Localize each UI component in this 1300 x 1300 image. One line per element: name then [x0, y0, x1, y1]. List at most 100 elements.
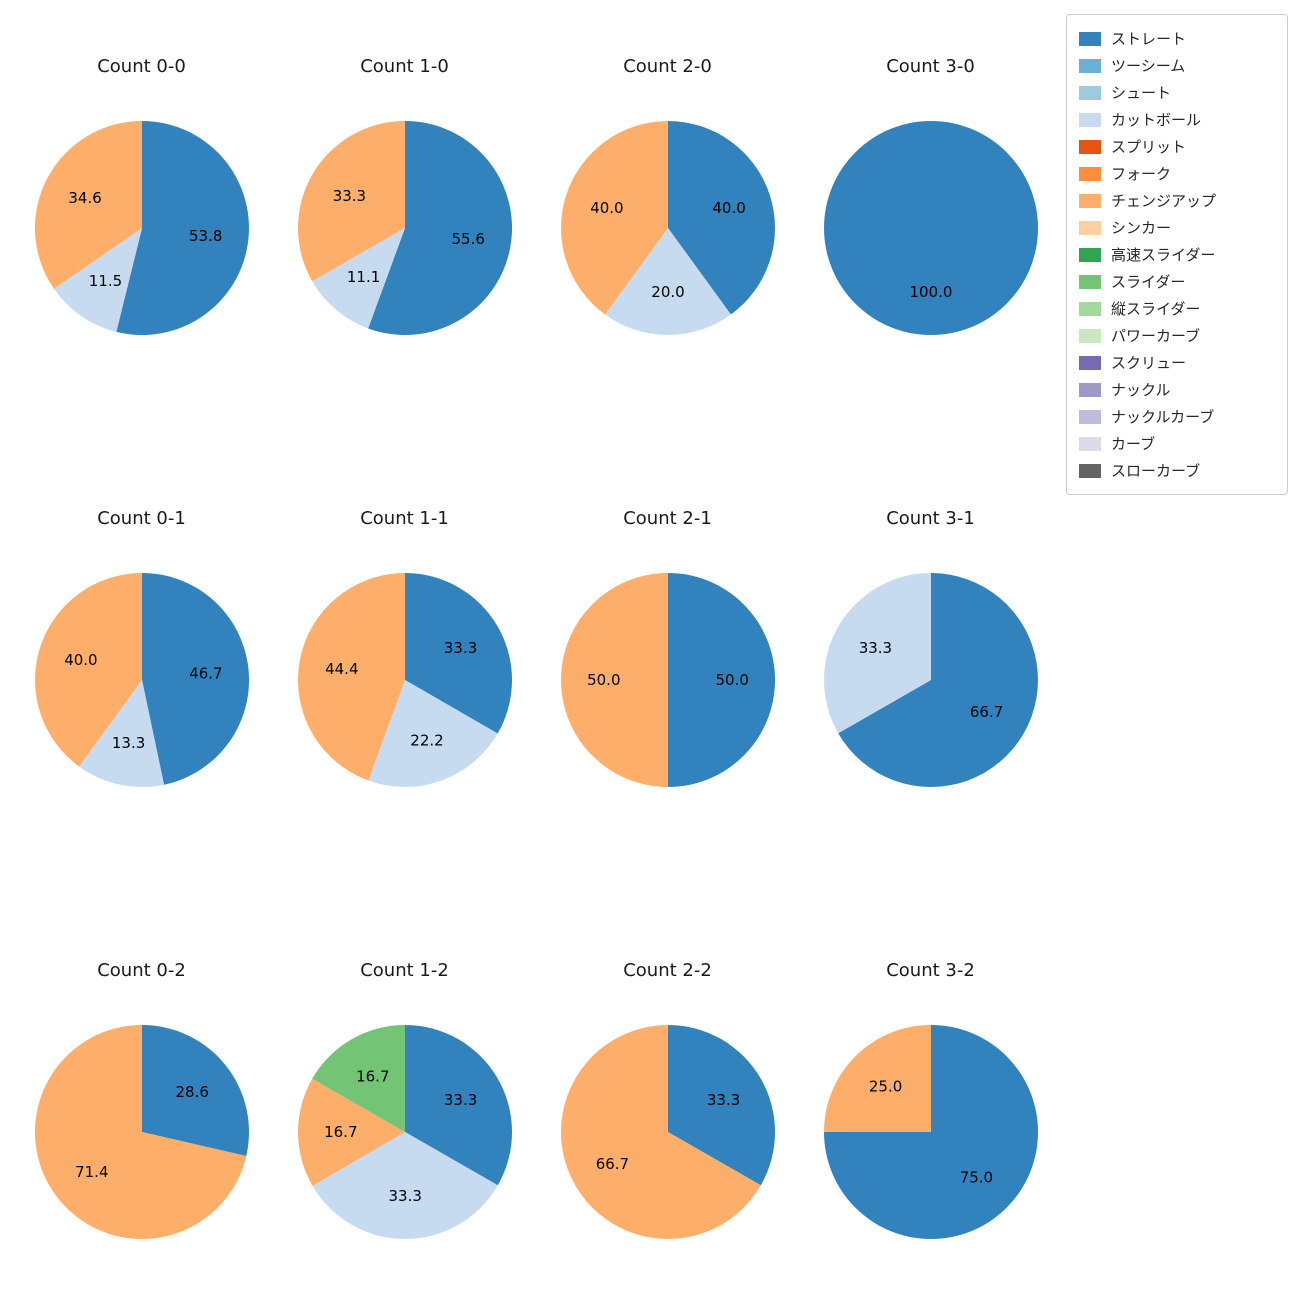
slice-percent-label: 13.3 [111, 734, 144, 752]
slice-percent-label: 53.8 [188, 227, 221, 245]
pie-slice [141, 1025, 249, 1156]
pie-slice [115, 121, 249, 335]
chart-title: Count 1-2 [360, 960, 449, 981]
chart-title: Count 0-0 [97, 56, 186, 77]
slice-percent-label: 22.2 [410, 731, 443, 749]
pie-chart-cell: Count 3-2 75.0 25.0 [799, 904, 1062, 1300]
pie-slice [367, 680, 498, 788]
slice-percent-label: 100.0 [909, 283, 952, 301]
legend-swatch-icon [1079, 58, 1101, 73]
legend-label: スプリット [1111, 138, 1187, 156]
chart-title: Count 3-1 [886, 508, 975, 529]
slice-percent-label: 40.0 [64, 651, 97, 669]
legend-label: シュート [1111, 84, 1172, 102]
legend-label: パワーカーブ [1111, 327, 1201, 345]
legend: ストレート ツーシーム シュート カットボール スプリット フォーク チェンジアップ シンカー… [1066, 14, 1288, 495]
legend-swatch-icon [1079, 247, 1101, 262]
pie-chart: 28.6 71.4 [34, 1025, 249, 1239]
legend-item: カットボール [1079, 106, 1275, 133]
chart-title: Count 0-2 [97, 960, 186, 981]
pie-chart-cell: Count 0-1 46.7 13.3 40.0 [10, 452, 273, 904]
pie-chart: 100.0 [823, 121, 1038, 335]
slice-percent-label: 11.1 [346, 268, 379, 286]
legend-swatch-icon [1079, 436, 1101, 451]
chart-title: Count 3-0 [886, 56, 975, 77]
pie-slice [560, 121, 668, 315]
pie-slice [823, 1025, 931, 1132]
pie-chart: 33.3 66.7 [560, 1025, 775, 1239]
chart-title: Count 2-2 [623, 960, 712, 981]
legend-swatch-icon [1079, 301, 1101, 316]
legend-swatch-icon [1079, 166, 1101, 181]
pie-slice [667, 573, 775, 787]
pie-slice [297, 1078, 405, 1186]
pie-chart: 40.0 20.0 40.0 [560, 121, 775, 335]
pie-chart-cell: Count 0-2 28.6 71.4 [10, 904, 273, 1300]
pie-chart-cell: Count 1-0 55.6 11.1 33.3 [273, 0, 536, 452]
chart-title: Count 2-0 [623, 56, 712, 77]
legend-item: 縦スライダー [1079, 295, 1275, 322]
legend-label: ナックル [1111, 381, 1171, 399]
pie-slice [837, 573, 1038, 787]
slice-percent-label: 66.7 [595, 1155, 628, 1173]
pie-slice [404, 1025, 512, 1186]
pie-slice [311, 228, 405, 329]
legend-swatch-icon [1079, 355, 1101, 370]
slice-percent-label: 50.0 [715, 671, 748, 689]
slice-percent-label: 33.3 [443, 1091, 476, 1109]
pie-slice [311, 1025, 405, 1132]
pie-chart-cell: Count 1-2 33.3 33.3 16.7 16.7 [273, 904, 536, 1300]
slice-percent-label: 34.6 [68, 189, 101, 207]
slice-percent-label: 44.4 [325, 660, 358, 678]
slice-percent-label: 75.0 [959, 1168, 992, 1186]
legend-swatch-icon [1079, 112, 1101, 127]
pie-slice [604, 228, 731, 335]
pie-chart: 46.7 13.3 40.0 [34, 573, 249, 788]
legend-label: 高速スライダー [1111, 246, 1216, 264]
legend-swatch-icon [1079, 139, 1101, 154]
legend-label: ナックルカーブ [1111, 408, 1215, 426]
pie-slice [404, 573, 512, 734]
legend-swatch-icon [1079, 274, 1101, 289]
legend-label: ストレート [1111, 30, 1187, 48]
pie-chart-cell: Count 2-2 33.3 66.7 [536, 904, 799, 1300]
legend-label: シンカー [1111, 219, 1172, 237]
slice-percent-label: 40.0 [590, 199, 623, 217]
pie-chart-cell: Count 2-1 50.0 50.0 [536, 452, 799, 904]
chart-title: Count 3-2 [886, 960, 975, 981]
slice-percent-label: 55.6 [451, 230, 484, 248]
slice-percent-label: 46.7 [189, 664, 222, 682]
slice-percent-label: 16.7 [324, 1123, 357, 1141]
pie-chart-cell: Count 3-1 66.7 33.3 [799, 452, 1062, 904]
slice-percent-label: 33.3 [858, 639, 891, 657]
pie-slice [312, 1132, 498, 1240]
pie-slice [297, 573, 405, 781]
slice-percent-label: 33.3 [332, 187, 365, 205]
pie-slice [34, 573, 142, 767]
legend-label: チェンジアップ [1111, 192, 1217, 210]
slice-percent-label: 33.3 [706, 1091, 739, 1109]
slice-percent-label: 71.4 [75, 1163, 108, 1181]
legend-swatch-icon [1079, 382, 1101, 397]
legend-item: スローカーブ [1079, 457, 1275, 484]
pie-slice [78, 680, 164, 788]
legend-item: カーブ [1079, 430, 1275, 457]
pie-slice [823, 573, 931, 734]
legend-swatch-icon [1079, 328, 1101, 343]
slice-percent-label: 33.3 [443, 639, 476, 657]
legend-item: スプリット [1079, 133, 1275, 160]
legend-label: 縦スライダー [1111, 300, 1201, 318]
pie-slice [667, 1025, 775, 1186]
legend-item: シンカー [1079, 214, 1275, 241]
pie-slice [367, 121, 512, 335]
legend-swatch-icon [1079, 409, 1101, 424]
pie-slice [560, 1025, 761, 1239]
legend-label: フォーク [1111, 165, 1172, 183]
slice-percent-label: 11.5 [88, 272, 121, 290]
slice-percent-label: 20.0 [651, 283, 684, 301]
charts-grid: Count 0-0 53.8 11.5 34.6 Count 1-0 55.6 11.1 33… [10, 0, 1062, 1300]
legend-label: スローカーブ [1111, 462, 1201, 480]
pie-slice [141, 573, 249, 785]
pie-slice [53, 228, 142, 332]
